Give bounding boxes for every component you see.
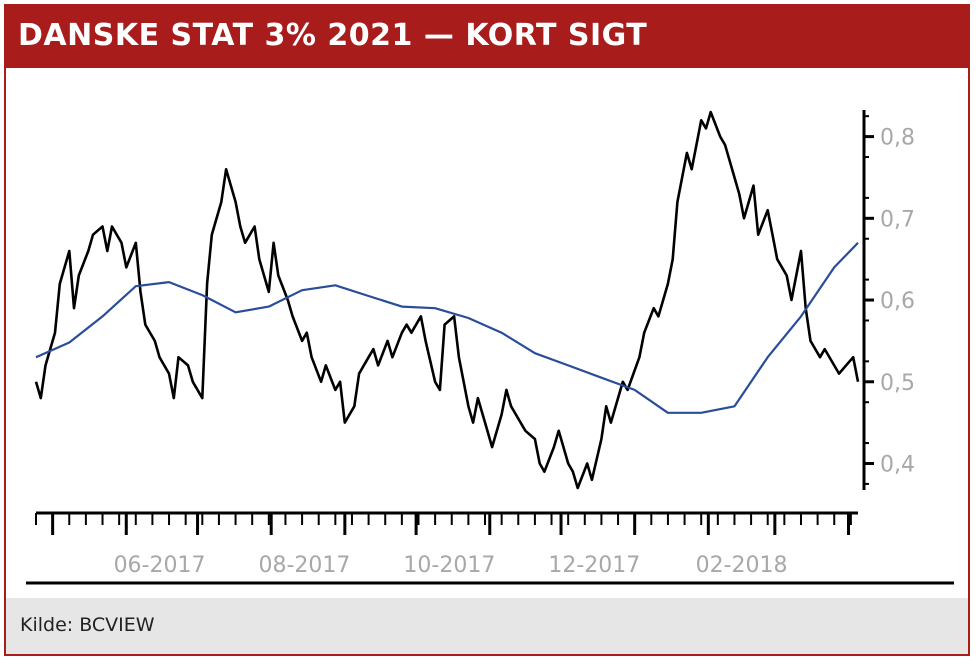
y-tick-label: 0,8 xyxy=(880,126,915,151)
source-label: Kilde: BCVIEW xyxy=(20,614,155,636)
y-tick-label: 0,4 xyxy=(880,452,915,477)
x-tick-label: 06-2017 xyxy=(114,553,206,578)
chart-title: DANSKE STAT 3% 2021 — KORT SIGT xyxy=(18,18,648,53)
x-tick-label: 02-2018 xyxy=(696,553,788,578)
x-tick-label: 12-2017 xyxy=(548,553,640,578)
moving-average-line xyxy=(35,242,859,414)
source-footer: Kilde: BCVIEW xyxy=(6,598,968,654)
x-tick-label: 08-2017 xyxy=(258,553,350,578)
chart-svg: 0,4 0,5 0,6 0,7 0,8 06-2017 08-2017 10-2017 12-2… xyxy=(26,110,954,585)
y-tick-label: 0,7 xyxy=(880,207,915,232)
plot-area: 0,4 0,5 0,6 0,7 0,8 06-2017 08-2017 10-2017 12-2… xyxy=(6,68,968,598)
x-tick-label: 10-2017 xyxy=(403,553,495,578)
title-bar: DANSKE STAT 3% 2021 — KORT SIGT xyxy=(6,6,968,68)
y-tick-label: 0,5 xyxy=(880,371,915,396)
price-line xyxy=(34,110,860,490)
y-tick-label: 0,6 xyxy=(880,289,915,314)
chart-panel: DANSKE STAT 3% 2021 — KORT SIGT 0,4 0,5 0,… xyxy=(4,4,970,656)
